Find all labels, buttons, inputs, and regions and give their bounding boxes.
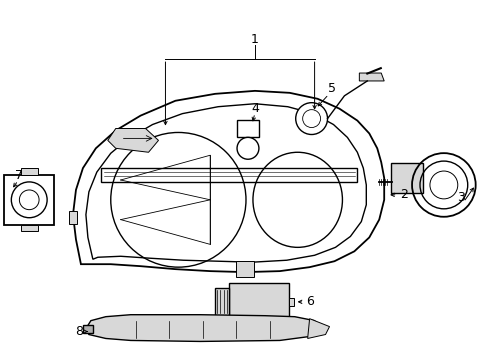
Polygon shape	[237, 120, 258, 138]
Text: 5: 5	[327, 82, 335, 95]
Polygon shape	[228, 283, 288, 321]
Circle shape	[237, 138, 258, 159]
Circle shape	[295, 103, 327, 135]
Polygon shape	[69, 211, 77, 224]
Text: 3: 3	[456, 191, 464, 204]
Polygon shape	[20, 225, 38, 231]
Text: 8: 8	[75, 325, 83, 338]
Polygon shape	[236, 261, 253, 277]
Polygon shape	[20, 168, 38, 175]
Polygon shape	[86, 315, 319, 341]
Polygon shape	[359, 73, 384, 81]
Text: 4: 4	[250, 102, 258, 115]
Polygon shape	[107, 129, 158, 152]
Text: 6: 6	[305, 295, 313, 308]
Text: 2: 2	[399, 188, 407, 201]
Text: 1: 1	[250, 33, 258, 46]
Polygon shape	[288, 297, 294, 306]
Polygon shape	[390, 163, 422, 193]
Polygon shape	[215, 288, 228, 316]
Text: 7: 7	[15, 168, 23, 181]
Polygon shape	[83, 325, 93, 333]
Polygon shape	[307, 319, 329, 338]
